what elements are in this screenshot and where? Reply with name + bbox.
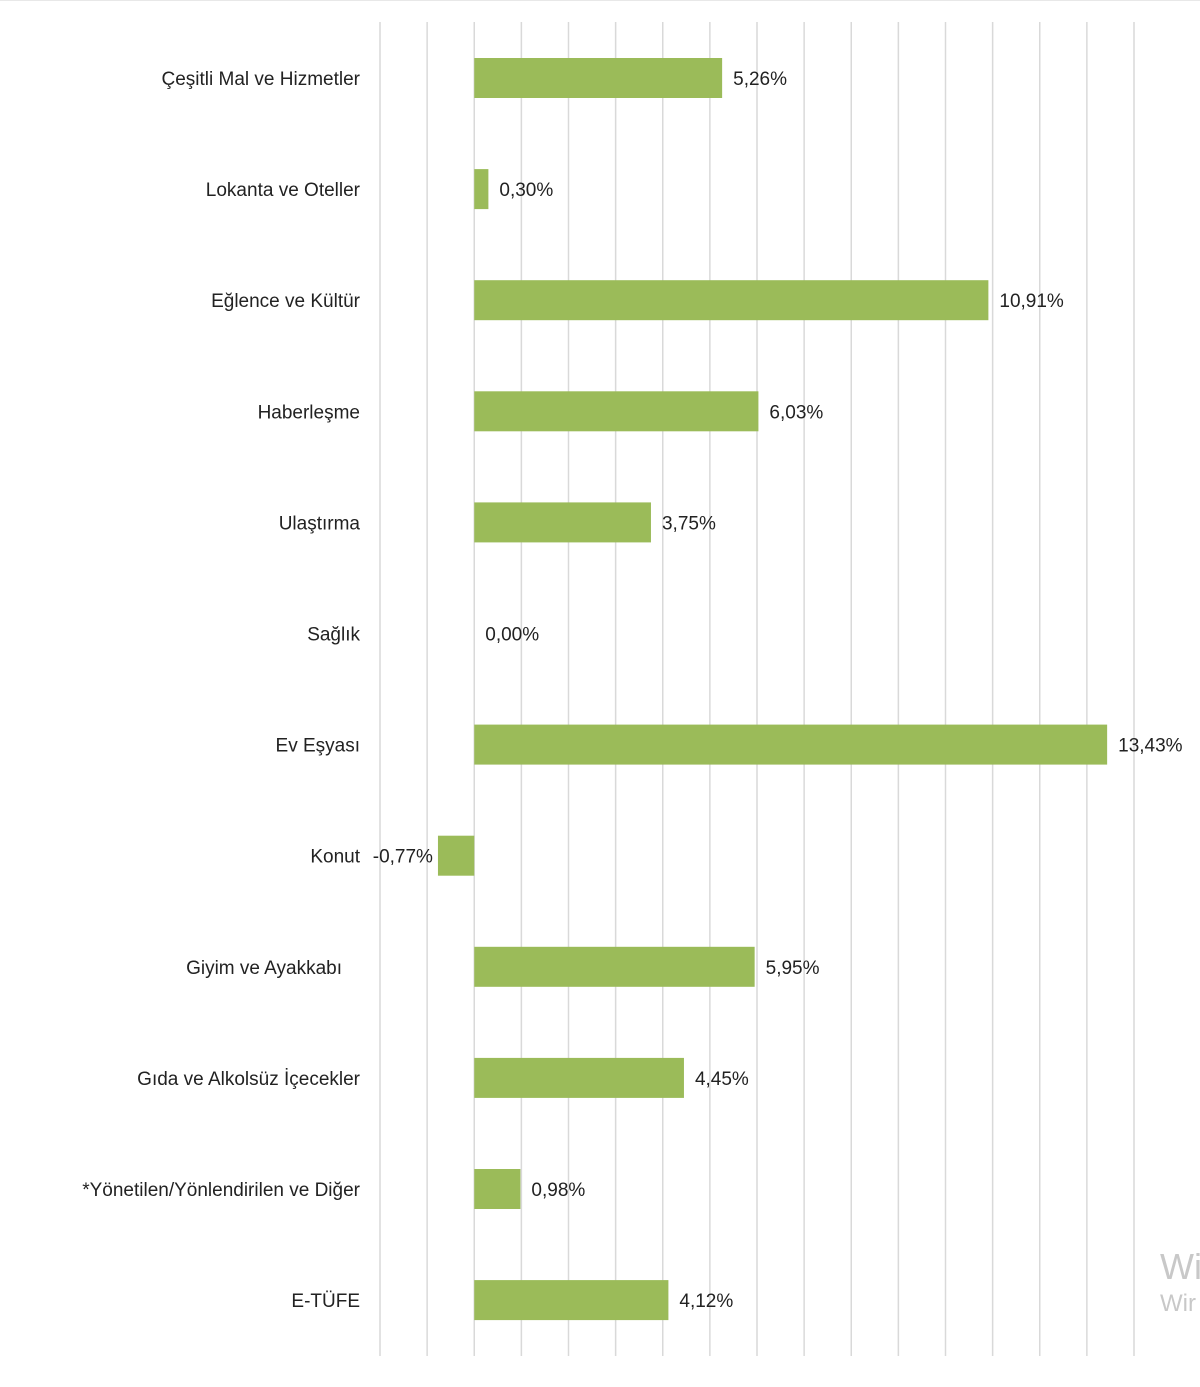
bar xyxy=(474,1280,669,1321)
category-label: Çeşitli Mal ve Hizmetler xyxy=(162,69,361,90)
top-divider xyxy=(0,0,1200,1)
value-label: 0,30% xyxy=(499,180,553,201)
watermark-line-2: Wir xyxy=(1160,1290,1196,1317)
value-label: -0,77% xyxy=(373,847,433,868)
bar xyxy=(474,58,723,98)
bars xyxy=(437,58,1108,1321)
value-label: 6,03% xyxy=(769,402,823,423)
bar xyxy=(474,724,1108,765)
category-label: E-TÜFE xyxy=(291,1291,360,1312)
bar xyxy=(474,280,989,321)
bar xyxy=(474,1169,521,1209)
value-label: 0,98% xyxy=(531,1180,585,1201)
category-label: Ev Eşyası xyxy=(276,736,360,757)
labels: Çeşitli Mal ve Hizmetler 5,26% Lokanta ve … xyxy=(82,69,1182,1312)
value-label: 5,26% xyxy=(733,69,787,90)
category-label: Haberleşme xyxy=(258,402,360,423)
category-label: Eğlence ve Kültür xyxy=(211,291,361,312)
watermark-line-1: Wi xyxy=(1160,1246,1200,1287)
category-label: Sağlık xyxy=(307,625,360,646)
bar xyxy=(474,1057,684,1098)
value-label: 0,00% xyxy=(485,625,539,646)
category-label: Lokanta ve Oteller xyxy=(206,180,361,201)
bar xyxy=(474,946,755,987)
bar xyxy=(474,391,759,432)
category-label: *Yönetilen/Yönlendirilen ve Diğer xyxy=(82,1180,360,1201)
category-label: Gıda ve Alkolsüz İçecekler xyxy=(137,1069,360,1090)
category-label: Ulaştırma xyxy=(279,513,361,534)
bar xyxy=(474,169,489,210)
bar xyxy=(437,835,475,876)
category-label: Konut xyxy=(310,847,360,868)
value-label: 4,45% xyxy=(695,1069,749,1090)
value-label: 4,12% xyxy=(679,1291,733,1312)
value-label: 3,75% xyxy=(662,513,716,534)
value-label: 10,91% xyxy=(999,291,1064,312)
value-label: 13,43% xyxy=(1118,736,1183,757)
category-label: Giyim ve Ayakkabı xyxy=(186,958,342,979)
gridlines xyxy=(379,22,1135,1356)
bar xyxy=(474,502,651,543)
value-label: 5,95% xyxy=(766,958,820,979)
